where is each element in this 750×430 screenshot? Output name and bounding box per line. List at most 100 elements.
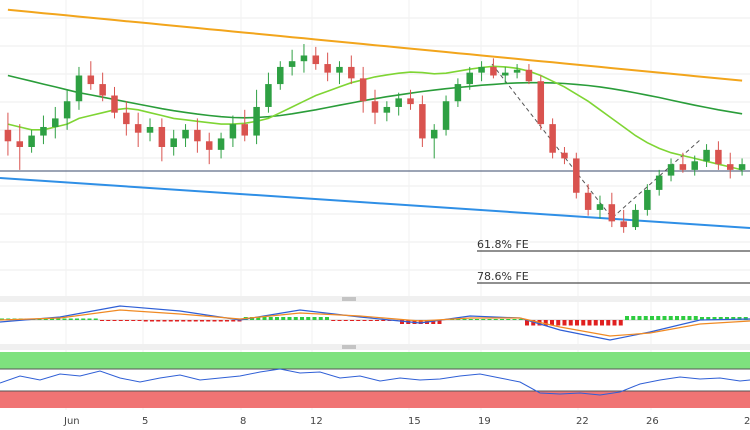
candle-body [265, 84, 272, 107]
fib-level-label-78-6: 78.6% FE [477, 270, 529, 283]
candle-body [300, 55, 308, 62]
candle-body [123, 112, 130, 125]
macd-histogram-bar [62, 318, 67, 320]
bearish-candle [87, 61, 95, 90]
bearish-candle [537, 75, 545, 130]
date-tick-label: 15 [408, 416, 421, 427]
macd-histogram-bar [531, 320, 536, 326]
date-tick-label: 19 [478, 416, 491, 427]
macd-histogram-bar [200, 320, 204, 322]
macd-histogram-bar [550, 320, 554, 326]
panel-divider-handle-1[interactable] [0, 296, 750, 302]
candle-body [16, 141, 24, 147]
macd-histogram-bar [631, 316, 636, 320]
bearish-candle [371, 89, 379, 125]
macd-histogram-bar [700, 317, 704, 320]
macd-histogram-bar [231, 320, 236, 322]
bearish-candle [359, 66, 367, 113]
macd-histogram-bar [262, 317, 267, 320]
date-tick-label: Jun [63, 416, 80, 427]
bearish-candle [584, 184, 592, 216]
bullish-candle [63, 89, 71, 130]
fibonacci-levels: 61.8% FE 78.6% FE [477, 238, 529, 283]
date-tick-label: 22 [576, 416, 589, 427]
candle-body [738, 164, 746, 170]
macd-histogram-bar [268, 317, 273, 320]
ma-orange-line [7, 8, 743, 82]
macd-histogram-bar [175, 320, 179, 322]
bullish-candle [466, 66, 473, 90]
macd-histogram-bar [100, 320, 104, 321]
macd-histogram-bar [350, 320, 354, 321]
candle-body [371, 101, 379, 113]
candle-body [608, 204, 616, 222]
bearish-candle [134, 112, 142, 147]
candle-body [146, 126, 154, 133]
candle-body [348, 66, 355, 79]
bullish-candle [52, 106, 59, 139]
macd-histogram-bar [668, 316, 673, 320]
candle-body [324, 64, 331, 73]
candle-body [596, 204, 604, 210]
candle-body [111, 95, 118, 113]
candle-body [632, 209, 639, 228]
candle-body [454, 84, 462, 102]
panel-divider-handle-2[interactable] [0, 344, 750, 350]
candle-body [549, 124, 556, 153]
macd-histogram-bar [93, 318, 98, 320]
candle-body [442, 101, 450, 130]
macd-histogram-bar [187, 320, 192, 322]
macd-histogram-bar [693, 316, 698, 320]
bullish-candle [632, 204, 639, 230]
candle-body [4, 129, 12, 142]
bullish-candle [430, 124, 438, 159]
macd-histogram-bar [306, 317, 311, 320]
macd-histogram-bar [218, 320, 223, 322]
bearish-candle [194, 118, 201, 153]
bearish-candle [348, 55, 355, 85]
macd-histogram-bar [618, 320, 623, 326]
macd-histogram-bar [237, 320, 242, 322]
candle-body [40, 126, 47, 136]
bullish-candle [667, 158, 675, 182]
bearish-candle [490, 58, 497, 79]
macd-histogram-bar [156, 320, 161, 322]
macd-histogram-bar [475, 319, 479, 320]
bullish-candle [217, 132, 225, 159]
candle-body [501, 72, 509, 76]
bearish-candle [205, 132, 213, 165]
bullish-candle [703, 144, 710, 168]
macd-histogram-bar [325, 317, 329, 320]
macd-histogram-bar [587, 320, 592, 326]
macd-histogram-bar [168, 320, 173, 322]
trendlines [0, 63, 750, 284]
macd-histogram-bar [606, 320, 611, 326]
macd-histogram-bar [681, 316, 686, 320]
candle-body [229, 124, 237, 139]
macd-histogram-bar [656, 316, 661, 320]
macd-histogram-bar [543, 320, 548, 326]
candle-body [490, 66, 497, 76]
macd-histogram-bar [206, 320, 211, 322]
macd-histogram-bar [737, 317, 742, 320]
macd-histogram-bar [87, 318, 92, 320]
candle-body [75, 75, 83, 102]
macd-histogram-bar [431, 320, 436, 324]
macd-histogram-bar [381, 320, 386, 321]
macd-histogram-bar [43, 318, 48, 320]
candle-body [253, 106, 260, 136]
candle-body [288, 61, 296, 67]
candle-body [644, 189, 651, 210]
macd-histogram-bar [362, 320, 367, 321]
macd-histogram-bar [481, 319, 486, 320]
macd-histogram-bar [143, 320, 148, 322]
macd-panel [0, 305, 750, 341]
macd-histogram-bar [137, 320, 142, 321]
macd-histogram-bar [343, 320, 348, 321]
bullish-candle [454, 78, 462, 107]
candle-body [478, 66, 485, 73]
candle-body [359, 78, 367, 102]
macd-histogram-bar [493, 319, 498, 320]
bullish-candle [501, 66, 509, 85]
